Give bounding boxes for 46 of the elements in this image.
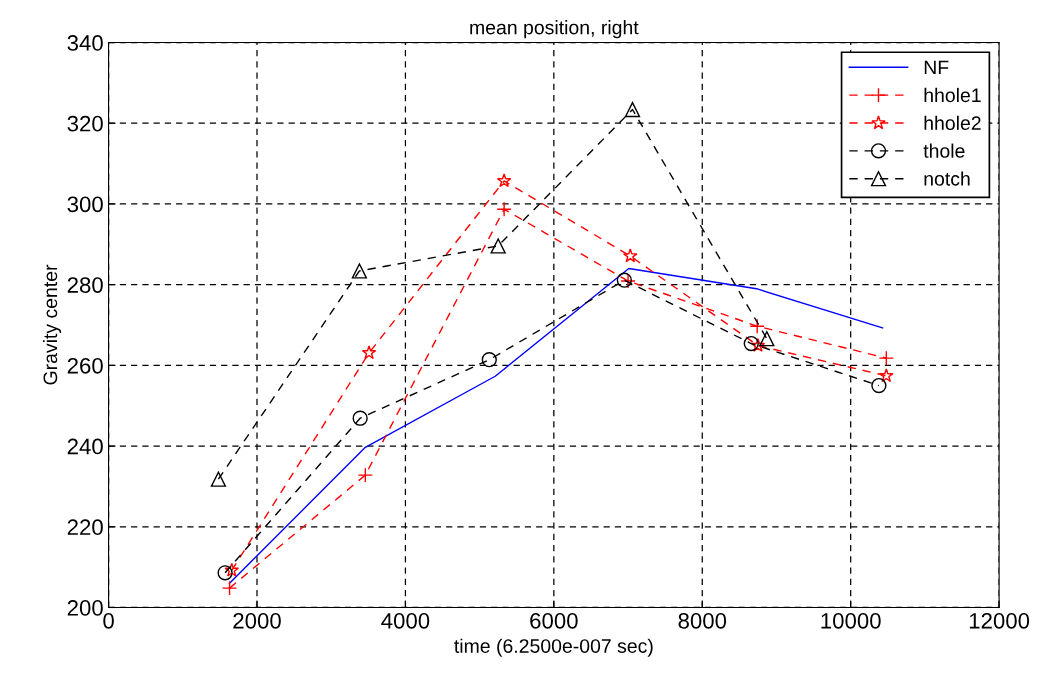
x-tick-label: 2000 (233, 612, 281, 629)
legend-label: notch (924, 171, 970, 186)
point (616, 272, 632, 288)
point (351, 263, 368, 279)
legend-label: NF (924, 60, 949, 75)
x-tick-label: 4000 (381, 612, 430, 629)
x-tick-label: 10000 (821, 612, 881, 629)
y-tick-label: 320 (67, 115, 103, 132)
point (624, 101, 641, 118)
point (879, 368, 894, 383)
x-axis-title: time (6.2500e-007 sec) (454, 638, 653, 657)
x-tick-label: 6000 (530, 612, 578, 629)
y-tick-label: 200 (67, 600, 103, 616)
point (620, 273, 636, 289)
point (750, 337, 766, 352)
y-tick-label: 260 (67, 357, 103, 374)
legend-label: thole (923, 143, 965, 158)
y-axis-title: Gravity center (42, 264, 62, 385)
legend-label: hhole2 (924, 115, 981, 130)
point (749, 318, 765, 334)
y-tick-label: 240 (67, 438, 103, 455)
legend-label: hhole1 (924, 87, 981, 103)
point (490, 238, 506, 254)
x-tick-label: 8000 (678, 612, 727, 629)
point (217, 565, 233, 581)
point (878, 350, 894, 366)
point (743, 335, 759, 352)
y-tick-label: 300 (67, 196, 103, 213)
point (759, 331, 775, 347)
point (210, 471, 227, 487)
point (481, 352, 497, 368)
point (622, 248, 638, 263)
y-tick-label: 220 (67, 519, 103, 536)
point (496, 201, 512, 217)
point (496, 173, 512, 188)
x-tick-label: 12000 (969, 612, 1030, 629)
y-tick-label: 280 (67, 277, 103, 293)
point (871, 377, 887, 394)
point (357, 467, 373, 483)
point (224, 562, 240, 577)
point (221, 580, 238, 596)
point (352, 410, 368, 426)
point (361, 345, 377, 360)
x-tick-label: 0 (103, 612, 114, 629)
y-tick-label: 340 (67, 35, 103, 51)
chart-title: mean position, right (470, 20, 639, 39)
